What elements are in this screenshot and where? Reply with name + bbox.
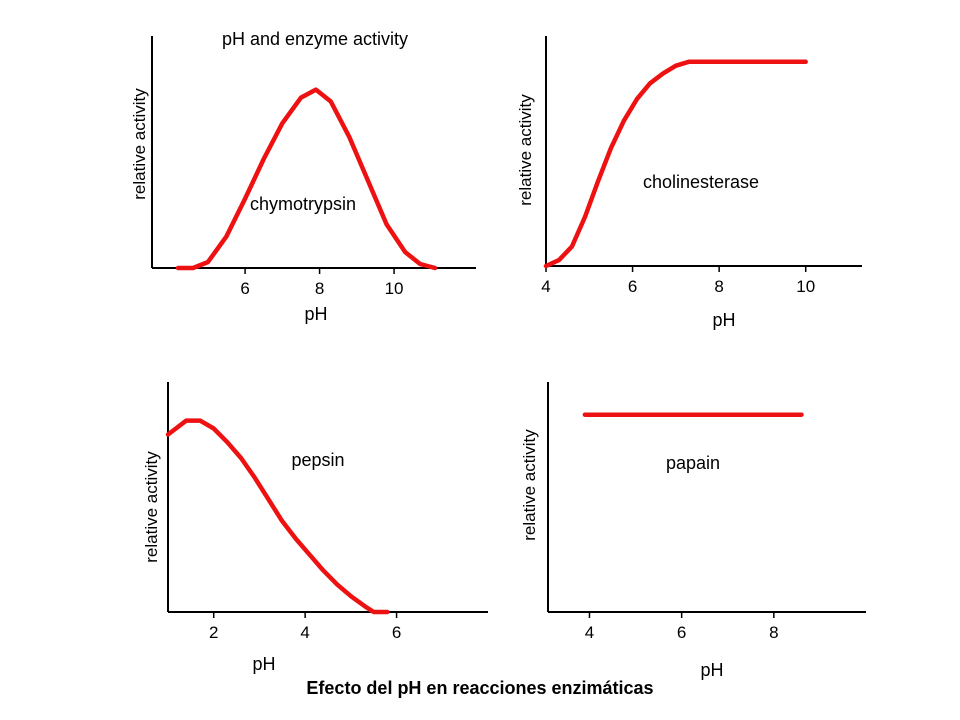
- x-tick-label: 6: [677, 623, 686, 642]
- series-label-pepsin: pepsin: [291, 450, 344, 470]
- y-axis-label: relative activity: [130, 88, 149, 200]
- x-tick-label: 8: [315, 279, 324, 298]
- series-line-pepsin: [165, 418, 390, 615]
- chart-panel-2: 4 6 8 10 cholinesterase pH relative activity: [516, 36, 862, 330]
- x-tick-label: 2: [209, 623, 218, 642]
- chart-panel-4: 4 6 8 papain pH relative activity: [520, 382, 866, 680]
- x-tick-label: 8: [714, 277, 723, 296]
- series-label-cholinesterase: cholinesterase: [643, 172, 759, 192]
- figure-caption: Efecto del pH en reacciones enzimáticas: [306, 678, 654, 698]
- x-axis-label: pH: [700, 660, 723, 680]
- x-axis-label: pH: [304, 304, 327, 324]
- series-label-papain: papain: [666, 453, 720, 473]
- chart-title: pH and enzyme activity: [222, 29, 408, 49]
- x-tick-label: 4: [541, 277, 550, 296]
- x-axis-label: pH: [712, 310, 735, 330]
- x-tick-label: 4: [300, 623, 309, 642]
- series-line-cholinesterase: [543, 59, 808, 269]
- series-label-chymotrypsin: chymotrypsin: [250, 194, 356, 214]
- y-axis-label: relative activity: [520, 429, 539, 541]
- x-tick-label: 8: [769, 623, 778, 642]
- x-tick-label: 6: [392, 623, 401, 642]
- x-tick-label: 6: [240, 279, 249, 298]
- x-tick-label: 6: [628, 277, 637, 296]
- chart-panel-1: 6 8 10 chymotrypsin pH relative activity pH an…: [130, 29, 476, 324]
- x-tick-label: 10: [385, 279, 404, 298]
- chart-panel-3: 2 4 6 pepsin pH relative activity: [142, 382, 488, 674]
- x-tick-label: 10: [796, 277, 815, 296]
- x-axis-label: pH: [252, 654, 275, 674]
- series-line-chymotrypsin: [175, 87, 438, 271]
- x-tick-label: 4: [585, 623, 594, 642]
- y-axis-label: relative activity: [516, 94, 535, 206]
- y-axis-label: relative activity: [142, 451, 161, 563]
